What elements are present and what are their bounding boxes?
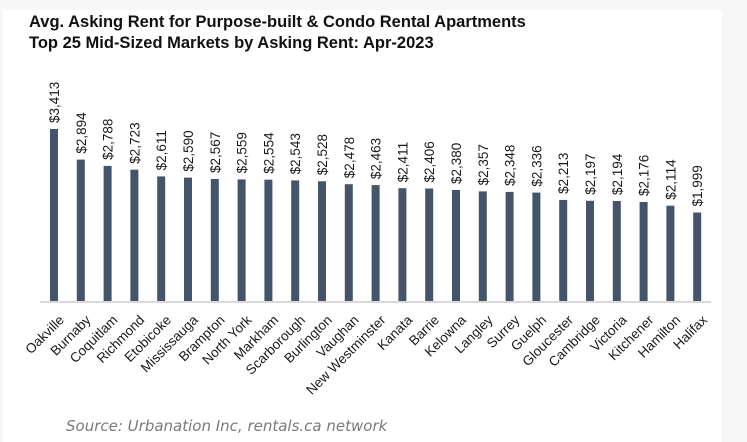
bar-barrie (425, 188, 434, 301)
bar-burlington (318, 181, 326, 301)
value-label: $2,114 (663, 159, 678, 200)
bar-kanata (398, 188, 407, 301)
bar-north-york (237, 179, 246, 301)
chart-title: Avg. Asking Rent for Purpose-built & Con… (29, 13, 526, 31)
value-label: $2,894 (74, 112, 89, 154)
bar-hamilton (666, 205, 675, 301)
bar-etobicoke (157, 176, 166, 301)
bar-burnaby (76, 159, 85, 301)
category-labels-group: OakvilleBurnabyCoquitlamRichmondEtobicok… (22, 312, 710, 398)
bar-new-westminster (371, 185, 380, 301)
value-labels-group: $3,413 $2,894 $2,788 $2,723 $2,611 $2,590 $2,5… (47, 82, 705, 207)
value-label: $2,611 (154, 130, 169, 170)
value-label: $2,194 (610, 153, 625, 195)
value-label: $2,528 (315, 134, 330, 175)
bar-kelowna (452, 190, 460, 301)
value-label: $2,213 (556, 153, 571, 194)
bar-cambridge (586, 200, 594, 301)
bars-group (50, 129, 702, 301)
value-label: $2,559 (235, 132, 250, 173)
value-label: $2,336 (529, 145, 544, 186)
bar-victoria (612, 201, 621, 301)
value-label: $2,788 (101, 119, 116, 160)
bar-vaughan (344, 184, 353, 301)
bar-mississauga (184, 177, 192, 301)
value-label: $2,357 (476, 144, 491, 185)
value-label: $2,463 (369, 138, 384, 179)
value-label: $2,380 (449, 143, 464, 184)
value-label: $2,590 (181, 130, 196, 171)
bar-richmond (130, 169, 139, 301)
bar-brampton (210, 179, 219, 301)
value-label: $2,176 (637, 155, 652, 196)
value-label: $2,348 (503, 145, 518, 186)
value-label: $2,567 (208, 132, 223, 173)
chart-panel (3, 10, 722, 442)
bar-markham (264, 179, 273, 301)
bar-gloucester (559, 199, 568, 301)
source-note: Source: Urbanation Inc, rentals.ca netwo… (66, 417, 388, 435)
bar-guelph (532, 192, 541, 301)
value-label: $2,554 (261, 132, 276, 174)
bar-scarborough (291, 180, 300, 301)
bar-coquitlam (103, 165, 112, 301)
bar-halifax (693, 212, 702, 301)
value-label: $2,406 (422, 141, 437, 182)
value-label: $2,723 (127, 122, 142, 163)
bar-kitchener (639, 202, 648, 301)
chart-title-block: Avg. Asking Rent for Purpose-built & Con… (29, 12, 526, 54)
chart-subtitle: Top 25 Mid-Sized Markets by Asking Rent:… (29, 34, 434, 52)
bar-langley (478, 191, 487, 301)
value-label: $3,413 (47, 82, 62, 123)
value-label: $2,411 (395, 142, 410, 182)
value-label: $2,197 (583, 154, 598, 195)
value-label: $2,478 (342, 137, 357, 178)
value-label: $1,999 (690, 165, 705, 206)
bar-oakville (50, 129, 58, 301)
bar-surrey (505, 191, 514, 301)
value-label: $2,543 (288, 133, 303, 174)
